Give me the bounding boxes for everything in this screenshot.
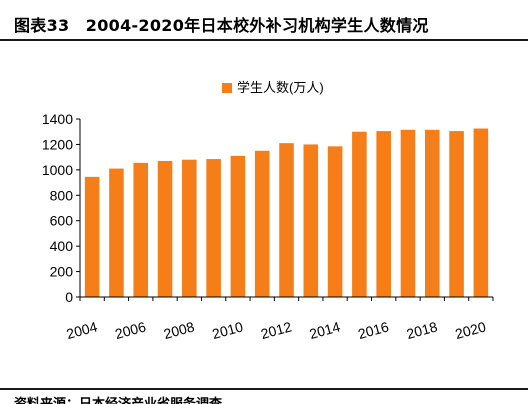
- y-tick-label: 400: [50, 238, 74, 254]
- bar-2006: [133, 162, 149, 297]
- y-tick-label: 1400: [42, 111, 73, 127]
- bar-2005: [109, 168, 124, 297]
- source-note: 资料来源：日本经济产业省服务调查: [14, 393, 222, 404]
- report-footer: 资料来源：日本经济产业省服务调查: [0, 388, 528, 404]
- x-tick-label: 2016: [356, 318, 390, 342]
- y-tick-label: 600: [50, 213, 74, 229]
- y-axis: 0 200 400 600 800 1000 1200 1400: [42, 111, 81, 305]
- bar-2004: [84, 176, 100, 297]
- legend-swatch: [222, 83, 232, 93]
- bar-2014: [327, 146, 343, 297]
- report-header: 图表33 2004-2020年日本校外补习机构学生人数情况: [0, 0, 528, 44]
- bars: [84, 128, 489, 297]
- x-axis: 2004 2006 2008 2010 2012 2014 2016 2018 2020: [65, 296, 494, 342]
- bar-2019: [449, 131, 464, 297]
- bar-2020: [473, 128, 489, 297]
- footer-rule: [0, 388, 528, 390]
- header-rule: [0, 39, 528, 41]
- bar-2017: [400, 129, 416, 297]
- x-tick-label: 2006: [113, 318, 147, 342]
- bar-2013: [303, 144, 319, 297]
- y-tick-label: 0: [65, 289, 73, 305]
- y-tick-label: 800: [50, 187, 74, 203]
- y-tick-label: 200: [50, 264, 74, 280]
- x-tick-label: 2012: [259, 318, 293, 342]
- chart-title: 图表33 2004-2020年日本校外补习机构学生人数情况: [14, 16, 429, 35]
- y-tick-label: 1200: [42, 136, 73, 152]
- legend-label: 学生人数(万人): [237, 80, 324, 95]
- bar-2010: [230, 155, 246, 297]
- bar-2007: [157, 160, 173, 297]
- x-tick-label: 2010: [210, 318, 244, 342]
- x-tick-label: 2020: [453, 318, 487, 342]
- x-tick-label: 2018: [405, 318, 439, 342]
- bar-2016: [376, 131, 391, 297]
- legend: 学生人数(万人): [222, 80, 324, 95]
- x-tick-label: 2014: [308, 318, 342, 342]
- bar-2018: [424, 129, 440, 297]
- bar-2008: [182, 159, 197, 297]
- x-tick-label: 2004: [65, 318, 99, 342]
- bar-2012: [279, 143, 294, 297]
- bar-2015: [352, 131, 367, 297]
- x-tick-label: 2008: [162, 318, 196, 342]
- y-tick-label: 1000: [42, 162, 73, 178]
- bar-2011: [254, 150, 270, 297]
- bar-2009: [206, 159, 221, 297]
